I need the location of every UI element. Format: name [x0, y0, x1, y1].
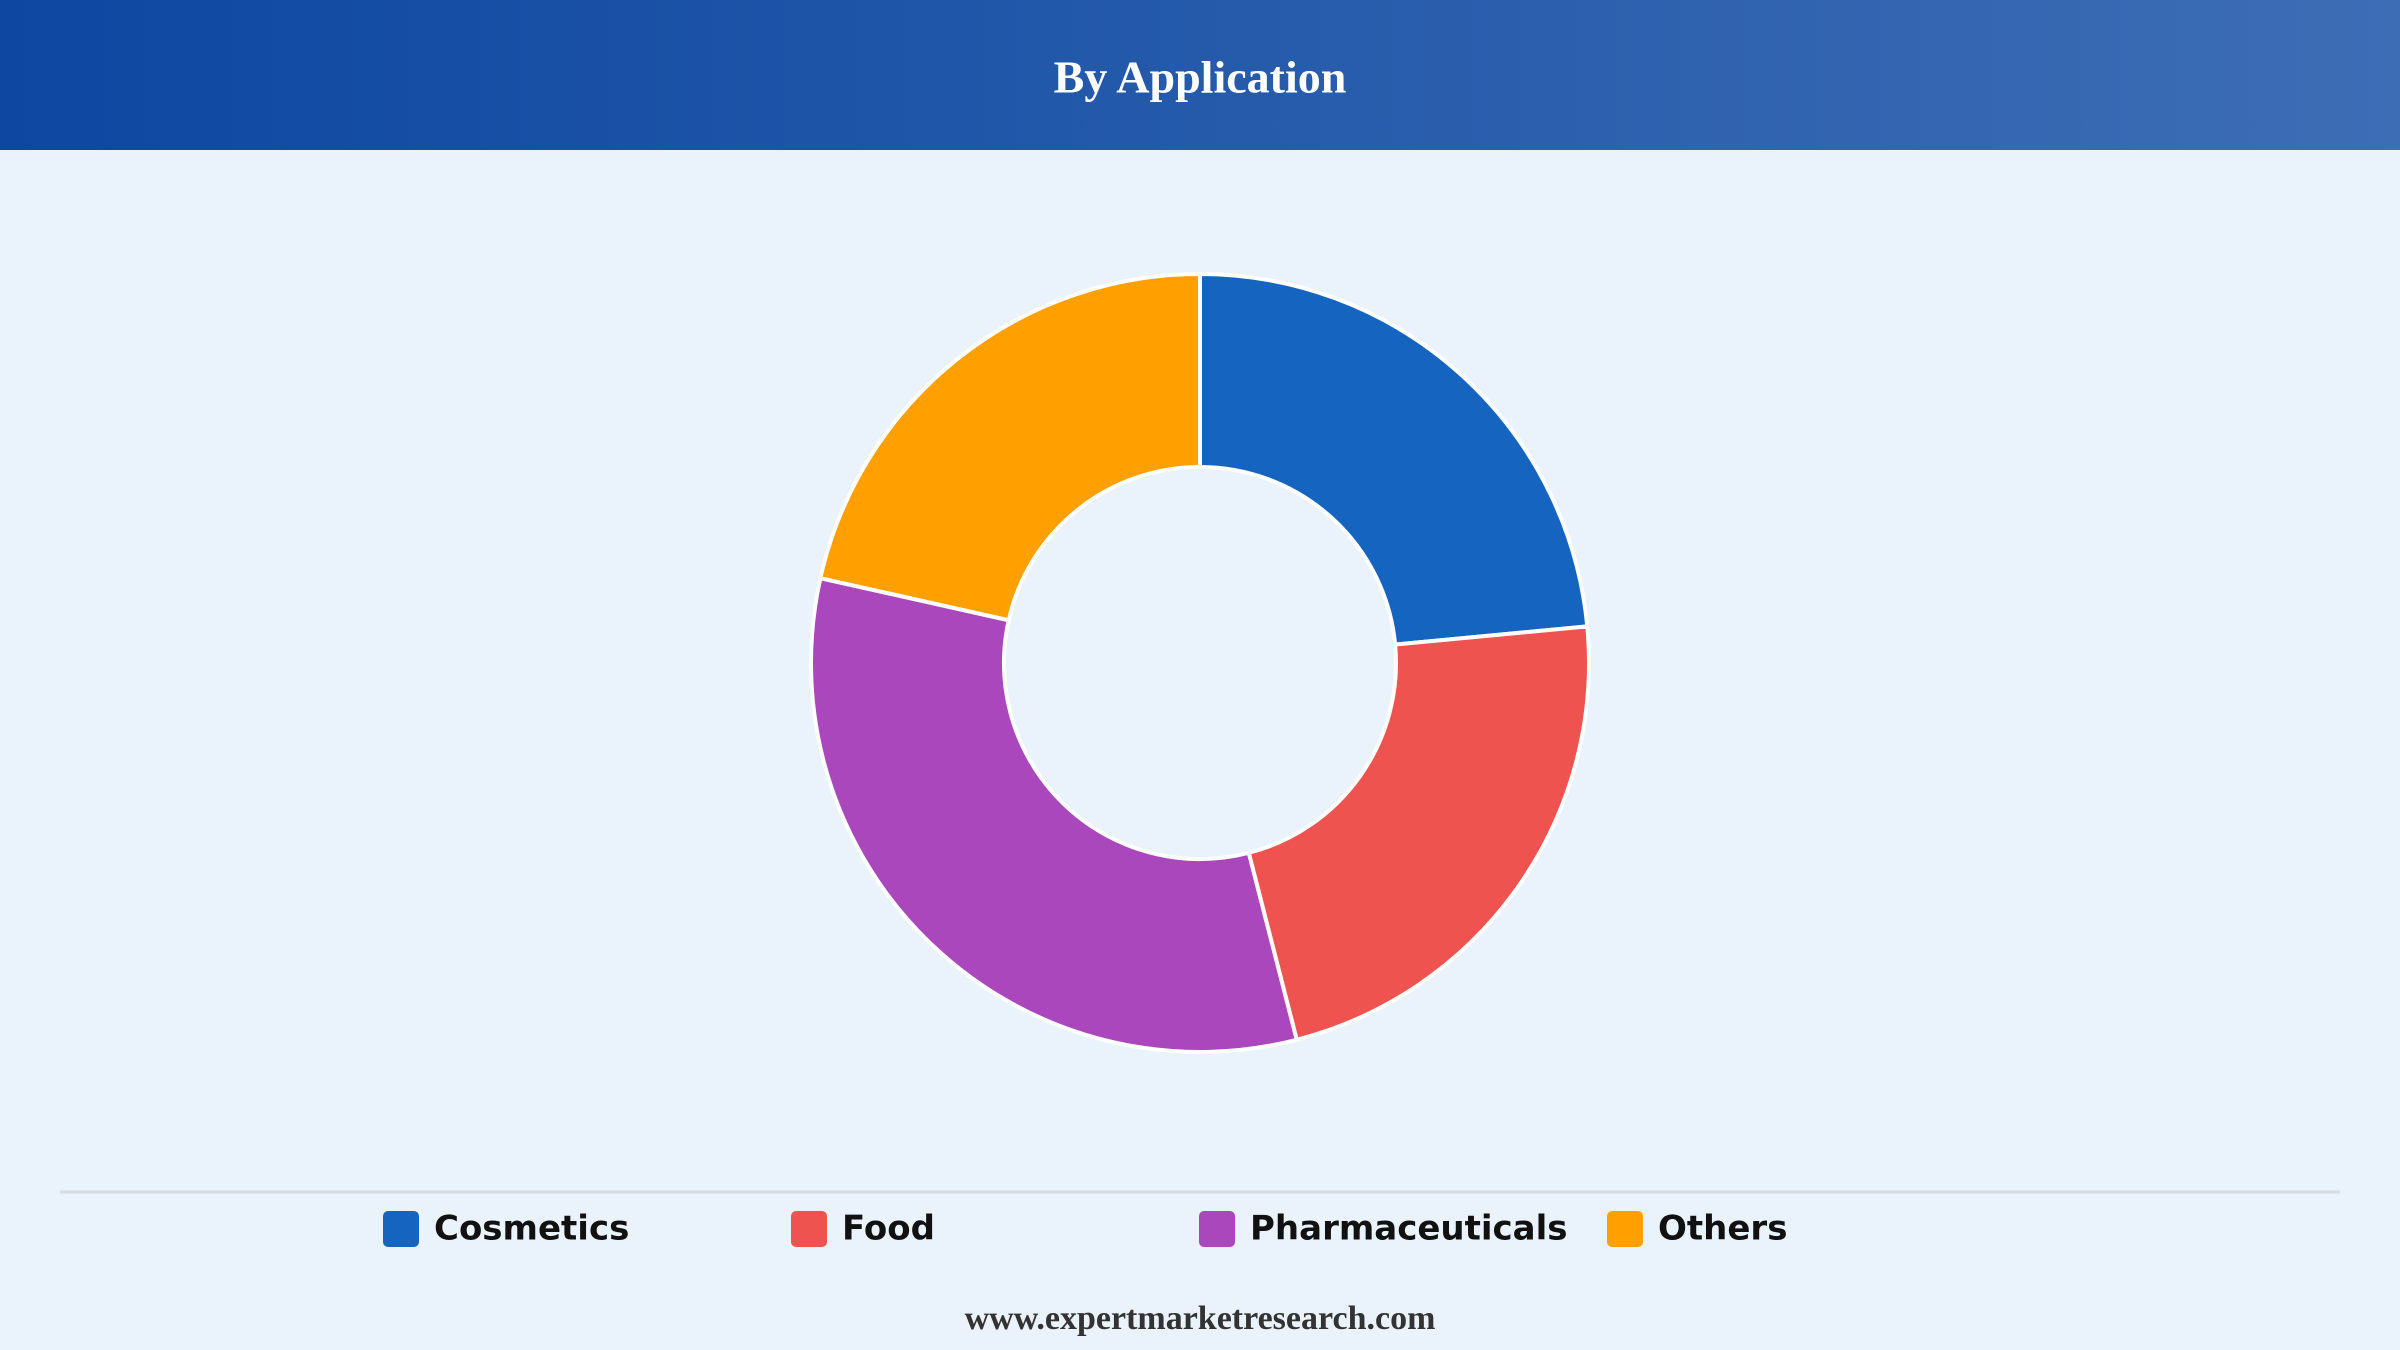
legend-swatch — [1199, 1211, 1235, 1247]
donut-slice — [1246, 624, 1591, 1043]
legend-swatch — [383, 1211, 419, 1247]
legend-label: Food — [842, 1209, 935, 1249]
header-bar — [0, 0, 2400, 150]
legend-label: Cosmetics — [434, 1209, 629, 1249]
footer: www.expertmarketresearch.com — [965, 1300, 1436, 1337]
donut-slice — [1198, 271, 1590, 647]
donut-slice — [817, 271, 1202, 623]
legend-label: Others — [1658, 1209, 1787, 1249]
donut-slice — [809, 575, 1300, 1055]
legend-swatch — [791, 1211, 827, 1247]
chart-title: By Application — [1054, 52, 1347, 103]
legend-swatch — [1607, 1211, 1643, 1247]
legend-label: Pharmaceuticals — [1250, 1209, 1568, 1249]
